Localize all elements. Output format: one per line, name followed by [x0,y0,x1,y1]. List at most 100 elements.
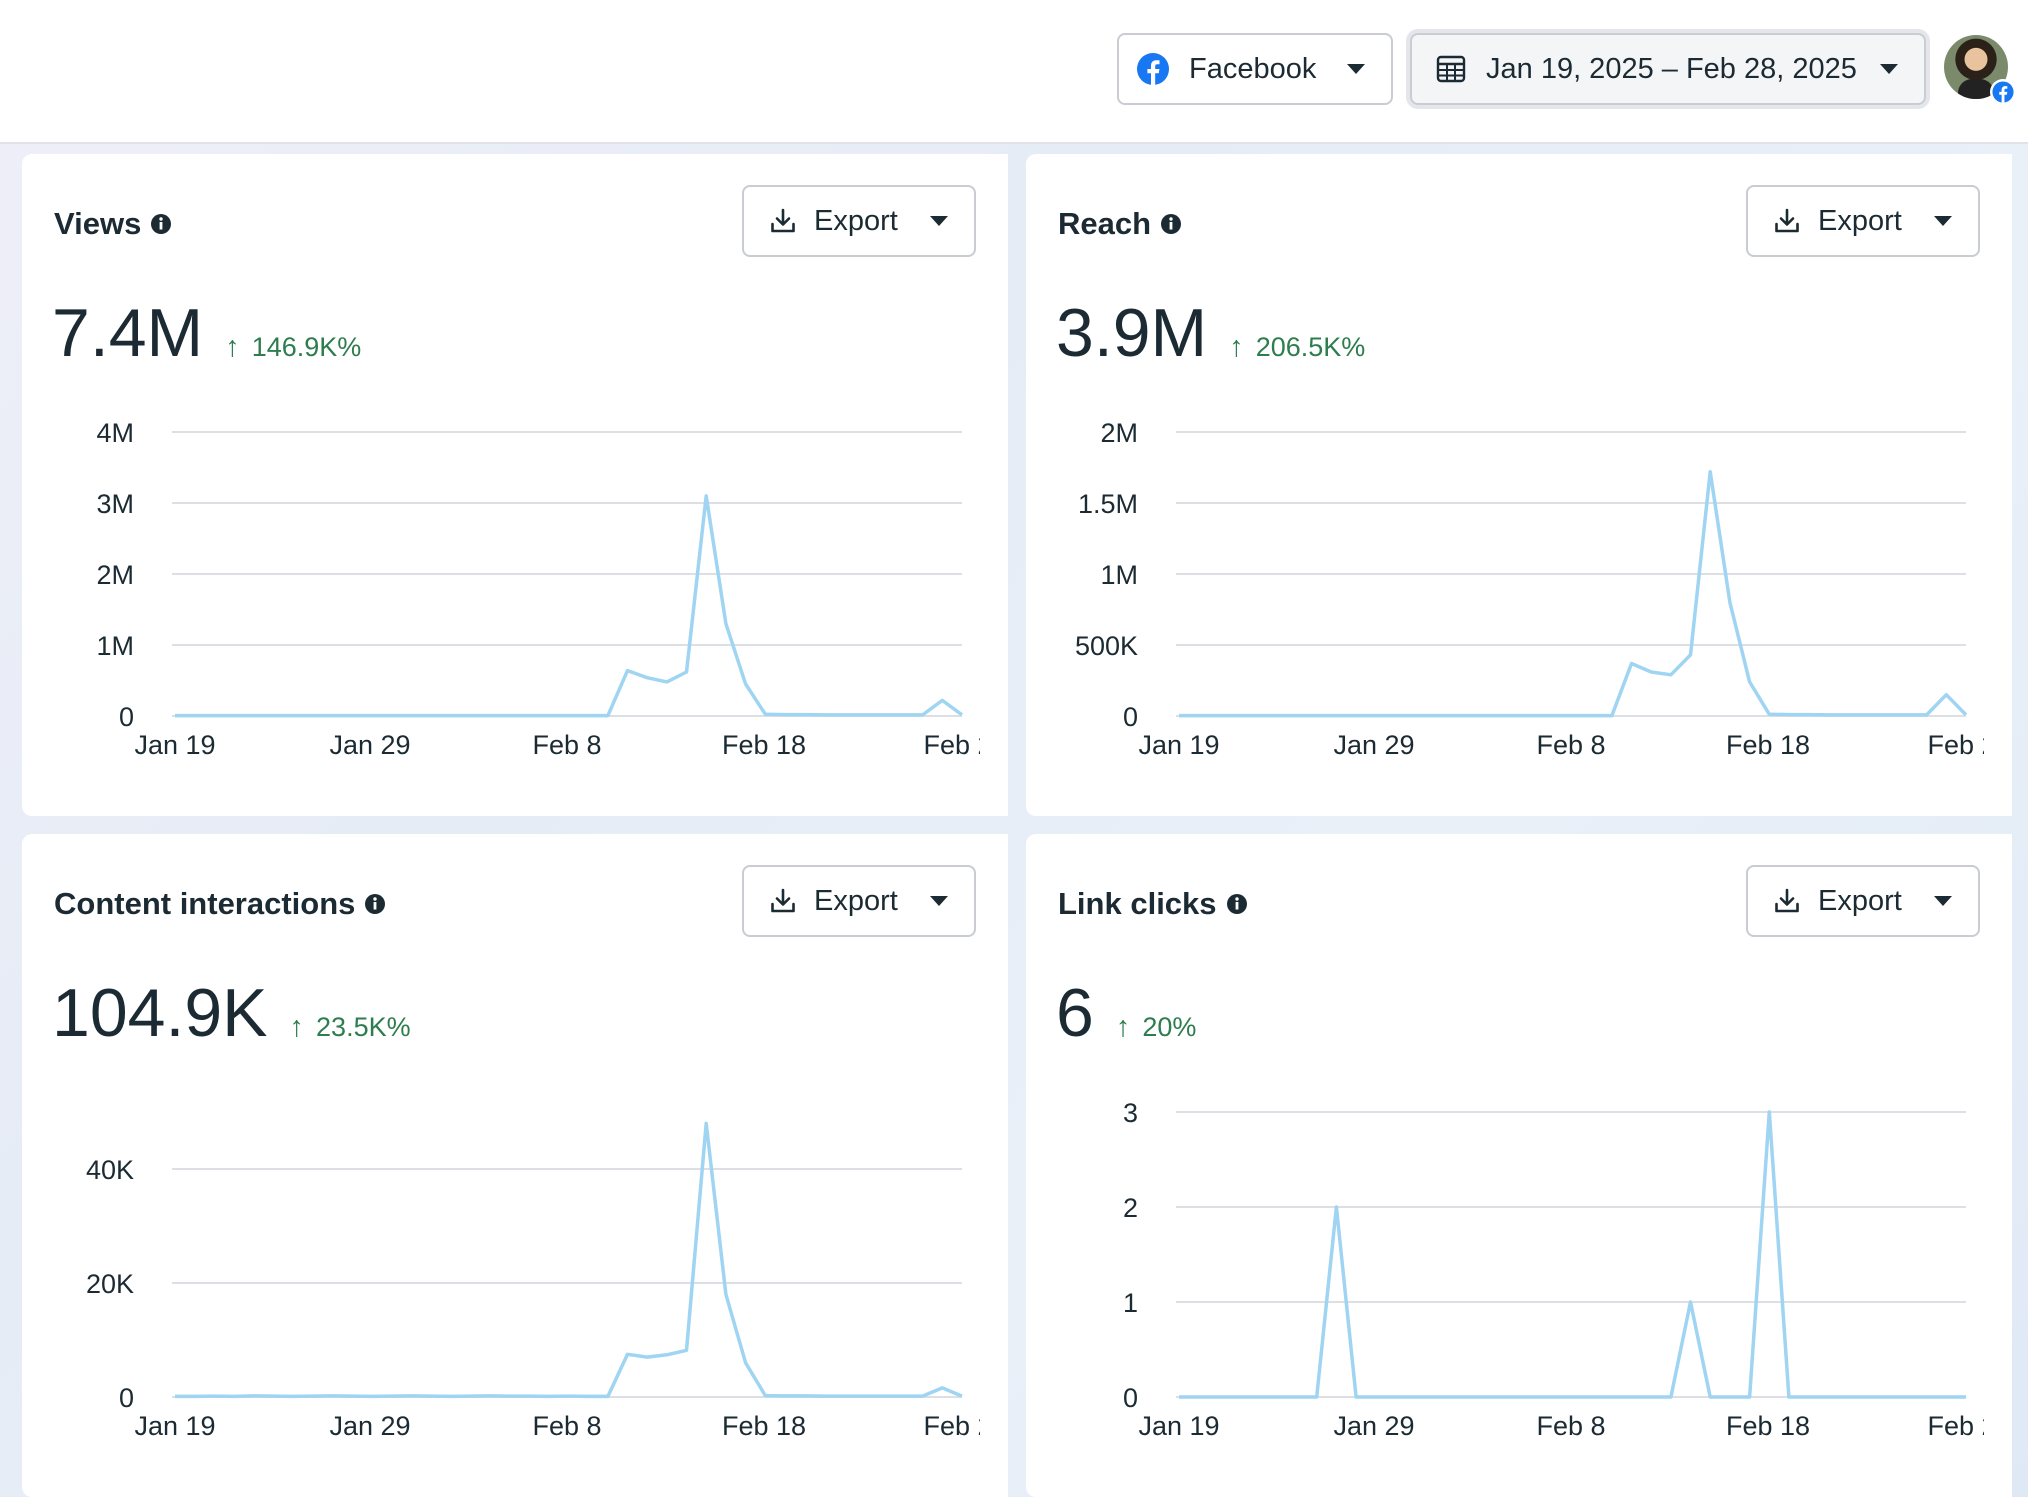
arrow-up-icon: ↑ [289,1011,305,1043]
metric-value: 3.9M [1056,295,1208,371]
metric-delta: ↑ 20% [1116,1011,1197,1044]
card-title: Views [54,206,142,241]
series-line [175,494,964,718]
y-tick-label: 4M [96,418,134,448]
y-tick-label: 1 [1123,1288,1138,1318]
y-tick-label: 3M [96,489,134,519]
card-title: Content interactions [54,886,356,921]
download-icon [1775,208,1799,233]
delta-value: 146.9K% [251,332,362,362]
x-tick-label: Feb 8 [532,730,601,760]
export-label: Export [814,204,898,237]
export-button[interactable]: Export [1746,185,1980,257]
facebook-icon [1137,53,1169,85]
x-tick-label: Jan 29 [1333,730,1414,760]
info-icon[interactable] [364,893,386,915]
platform-selector[interactable]: Facebook [1117,33,1393,105]
card-title: Link clicks [1058,886,1217,921]
y-tick-label: 0 [119,1383,134,1413]
x-tick-label: Jan 29 [1333,1411,1414,1441]
account-avatar[interactable] [1944,35,2016,105]
metric-value: 6 [1056,975,1094,1051]
series-line [175,1121,963,1399]
chevron-down-icon [1880,64,1898,74]
metric-delta: ↑ 23.5K% [290,1011,411,1044]
export-button[interactable]: Export [742,185,976,257]
delta-value: 23.5K% [316,1012,411,1042]
download-icon [1775,888,1799,913]
y-tick-label: 0 [119,702,134,732]
chevron-down-icon [930,216,948,226]
y-tick-label: 1.5M [1078,489,1138,519]
chart-edge-mask [980,154,1008,816]
chevron-down-icon [1934,216,1952,226]
export-button[interactable]: Export [1746,865,1980,937]
link-clicks-card: 0 1 2 3 Jan 19 Jan 29 Feb 8 Feb 18 Feb 2 Link cl… [1026,834,2012,1497]
download-icon [771,888,795,913]
content-interactions-card: 0 20K 40K Jan 19 Jan 29 Feb 8 Feb 18 Feb 2 Cont… [22,834,1008,1497]
series-line [1179,1110,1966,1399]
metric-value: 104.9K [52,975,268,1051]
export-label: Export [814,884,898,917]
x-tick-label: Jan 19 [1138,1411,1219,1441]
reach-card: 0 500K 1M 1.5M 2M Jan 19 Jan 29 Feb 8 Feb 18 Feb … [1026,154,2012,816]
top-bar: Facebook Jan 19, 2025 – Feb 28, 2025 [0,0,2028,144]
y-tick-label: 2M [96,560,134,590]
chart-edge-mask [980,834,1008,1497]
export-button[interactable]: Export [742,865,976,937]
series-line [1179,470,1968,718]
arrow-up-icon: ↑ [1229,331,1244,363]
chevron-down-icon [1934,896,1952,906]
date-range-selector[interactable]: Jan 19, 2025 – Feb 28, 2025 [1410,33,1926,105]
card-title: Reach [1058,206,1152,241]
chevron-down-icon [930,896,948,906]
download-icon [771,208,795,233]
delta-value: 20% [1142,1012,1197,1042]
chart-edge-mask [1984,154,2012,816]
metric-delta: ↑ 146.9K% [225,331,361,364]
y-tick-label: 1M [96,631,134,661]
metric-delta: ↑ 206.5K% [1229,331,1365,364]
metric-value: 7.4M [52,295,204,371]
y-tick-label: 0 [1123,702,1138,732]
views-card: 0 1M 2M 3M 4M Jan 19 Jan 29 Feb 8 Feb 18 Feb 2 Vi… [22,154,1008,816]
y-tick-label: 2M [1100,418,1138,448]
x-tick-label: Feb 18 [722,1411,806,1441]
info-icon[interactable] [1160,213,1182,235]
x-tick-label: Feb 18 [722,730,806,760]
x-tick-label: Feb 8 [1536,1411,1605,1441]
x-tick-label: Jan 19 [1138,730,1219,760]
x-tick-label: Feb 8 [1536,730,1605,760]
date-range-label: Jan 19, 2025 – Feb 28, 2025 [1486,52,1857,85]
arrow-up-icon: ↑ [1115,1011,1131,1043]
arrow-up-icon: ↑ [225,331,240,363]
x-tick-label: Feb 18 [1726,730,1810,760]
y-tick-label: 2 [1123,1193,1138,1223]
facebook-badge-icon [1990,79,2016,105]
y-tick-label: 40K [86,1155,134,1185]
x-tick-label: Feb 18 [1726,1411,1810,1441]
x-tick-label: Jan 29 [329,730,410,760]
calendar-icon [1436,55,1466,83]
x-tick-label: Jan 19 [134,1411,215,1441]
delta-value: 206.5K% [1255,332,1366,362]
info-icon[interactable] [1226,893,1248,915]
y-tick-label: 20K [86,1269,134,1299]
chevron-down-icon [1347,64,1365,74]
y-tick-label: 0 [1123,1383,1138,1413]
x-tick-label: Feb 8 [532,1411,601,1441]
x-tick-label: Jan 29 [329,1411,410,1441]
x-tick-label: Jan 19 [134,730,215,760]
y-tick-label: 1M [1100,560,1138,590]
export-label: Export [1818,204,1902,237]
y-tick-label: 500K [1075,631,1138,661]
platform-label: Facebook [1189,52,1317,85]
info-icon[interactable] [150,213,172,235]
y-tick-label: 3 [1123,1098,1138,1128]
chart-edge-mask [1984,834,2012,1497]
export-label: Export [1818,884,1902,917]
